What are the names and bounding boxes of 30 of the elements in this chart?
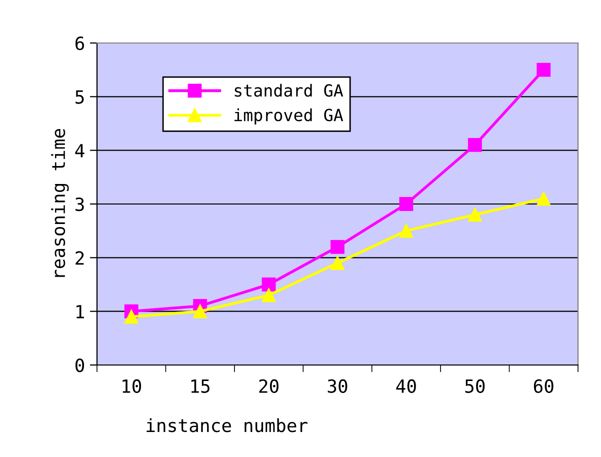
x-tick-label: 50	[465, 379, 485, 393]
y-tick-label: 2	[76, 251, 84, 265]
point	[399, 197, 414, 211]
point	[536, 192, 551, 206]
y-tick-label: 4	[75, 144, 84, 158]
legend-label: improved GA	[234, 108, 344, 125]
x-tick-label: 40	[396, 379, 416, 393]
point	[468, 138, 482, 152]
x-tick-label: 15	[191, 380, 210, 393]
y-tick-label: 1	[76, 305, 84, 318]
x-tick-label: 30	[328, 379, 348, 393]
x-tick-label: 10	[122, 379, 142, 393]
y-tick-label: 6	[76, 36, 84, 50]
point	[193, 304, 208, 318]
point	[330, 256, 344, 270]
y-axis-title: reasoning time	[51, 128, 69, 277]
legend-label: standard GA	[234, 84, 344, 97]
point	[262, 288, 276, 302]
point	[536, 62, 551, 77]
point	[330, 240, 344, 254]
point	[124, 310, 138, 324]
x-axis-title: instance number	[146, 418, 308, 432]
y-tick-label: 3	[76, 198, 84, 212]
point	[399, 224, 414, 238]
x-tick-label: 60	[534, 379, 554, 393]
y-tick-label: 0	[76, 358, 84, 372]
point	[262, 278, 276, 292]
y-tick-label: 5	[76, 90, 84, 104]
point	[468, 208, 482, 222]
x-tick-label: 20	[259, 379, 278, 393]
